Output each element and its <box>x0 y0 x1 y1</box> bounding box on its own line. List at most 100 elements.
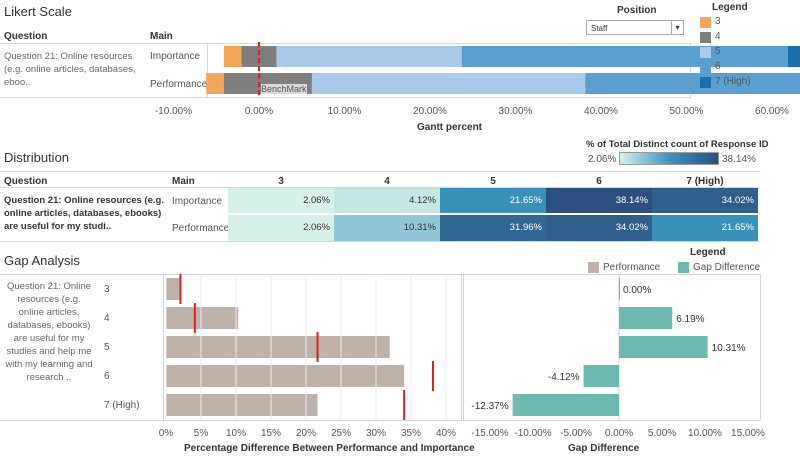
gap-question: Question 21: Online resources (e.g. onli… <box>5 281 93 383</box>
legend-swatch-performance <box>588 262 599 273</box>
gap-bar-3[interactable] <box>619 278 620 300</box>
gap-left-xtick: 0% <box>159 428 174 439</box>
position-value: Staff <box>591 24 608 33</box>
likert-bar-importance-4[interactable] <box>241 46 277 67</box>
gap-right-xtick: -5.00% <box>560 428 592 439</box>
chevron-down-icon[interactable]: ▾ <box>671 21 683 34</box>
heatmap-cell[interactable]: 10.31% <box>334 215 440 241</box>
gap-left-xtick: 30% <box>366 428 386 439</box>
colorbar-max: 38.14% <box>722 154 756 165</box>
gap-bar-label: 10.31% <box>712 343 746 354</box>
likert-xtick: 30.00% <box>499 106 533 117</box>
legend-label-performance: Performance <box>603 262 661 273</box>
legend-swatch-3 <box>700 17 711 28</box>
dist-col-6: 6 <box>596 176 602 187</box>
distribution-title: Distribution <box>4 150 70 165</box>
gap-right-xtick: 15.00% <box>731 428 765 439</box>
gap-category-label: 7 (High) <box>104 400 140 411</box>
likert-question: Question 21: Online resources (e.g. onli… <box>4 51 136 88</box>
position-dropdown[interactable]: Staff ▾ <box>586 20 684 35</box>
gap-left-xtick: 20% <box>296 428 316 439</box>
likert-xtick: 60.00% <box>755 106 789 117</box>
likert-bar-performance-5[interactable] <box>311 73 586 94</box>
likert-col-question: Question <box>4 31 48 42</box>
legend-label-5: 5 <box>715 46 721 57</box>
gap-bar-4[interactable] <box>619 307 673 329</box>
gap-right-xtick: 10.00% <box>688 428 722 439</box>
gap-category-label: 4 <box>104 313 110 324</box>
gap-category-label: 5 <box>104 342 110 353</box>
gap-category-label: 6 <box>104 371 110 382</box>
likert-title: Likert Scale <box>4 4 72 19</box>
gap-right-xtick: -15.00% <box>471 428 508 439</box>
gap-left-xtick: 40% <box>436 428 456 439</box>
legend-swatch-7 <box>700 77 711 88</box>
likert-bar-performance-6[interactable] <box>585 73 800 94</box>
performance-bar-5[interactable] <box>166 336 390 358</box>
gap-xlabel-left: Percentage Difference Between Performanc… <box>184 443 475 454</box>
colorbar-min: 2.06% <box>588 154 617 165</box>
gap-right-xtick: -10.00% <box>514 428 551 439</box>
gap-left-xtick: 25% <box>331 428 351 439</box>
legend-label-4: 4 <box>715 31 721 42</box>
likert-xtick: 50.00% <box>670 106 704 117</box>
gap-right-xtick: 0.00% <box>605 428 633 439</box>
gap-bar-5[interactable] <box>619 336 708 358</box>
likert-bar-importance-7[interactable] <box>787 46 800 67</box>
legend-label-3: 3 <box>715 16 721 27</box>
gap-left-xtick: 15% <box>261 428 281 439</box>
likert-row-performance: Performance <box>150 79 208 90</box>
dist-col-question: Question <box>4 176 48 187</box>
gap-bar-6[interactable] <box>583 365 619 387</box>
dist-row-importance: Importance <box>172 196 223 207</box>
heatmap-cell[interactable]: 2.06% <box>228 215 334 241</box>
likert-xlabel: Gantt percent <box>417 122 483 133</box>
dist-row-performance: Performance <box>172 223 230 234</box>
heatmap-cell[interactable]: 38.14% <box>546 188 652 214</box>
performance-bar-6[interactable] <box>166 365 405 387</box>
gap-bar-label: -12.37% <box>471 401 508 412</box>
likert-xtick: 10.00% <box>328 106 362 117</box>
legend-label-6: 6 <box>715 61 721 72</box>
legend-label-gap: Gap Difference <box>693 262 761 273</box>
performance-bar-7[interactable] <box>166 394 318 416</box>
likert-xtick: 0.00% <box>245 106 273 117</box>
heatmap-cell[interactable]: 2.06% <box>228 188 334 214</box>
likert-bar-importance-3[interactable] <box>223 46 242 67</box>
gap-left-xtick: 35% <box>401 428 421 439</box>
performance-bar-3[interactable] <box>166 278 181 300</box>
likert-col-main: Main <box>150 31 173 42</box>
likert-bar-performance-3[interactable] <box>206 73 224 94</box>
legend-swatch-4 <box>700 32 711 43</box>
heatmap-cell[interactable]: 34.02% <box>652 188 758 214</box>
dist-col-3: 3 <box>278 176 284 187</box>
gap-left-xtick: 5% <box>194 428 209 439</box>
legend-swatch-gap <box>678 262 689 273</box>
dist-col-main: Main <box>172 176 195 187</box>
dist-col-7: 7 (High) <box>686 176 724 187</box>
legend-swatch-6 <box>700 62 711 73</box>
heatmap-cell[interactable]: 21.65% <box>652 215 758 241</box>
likert-legend-title: Legend <box>712 2 748 13</box>
colorbar <box>619 152 719 165</box>
likert-xtick: 40.00% <box>584 106 618 117</box>
dist-question: Question 21: Online resources (e.g. onli… <box>4 195 164 232</box>
likert-xtick: 20.00% <box>413 106 447 117</box>
gap-right-xtick: 5.00% <box>648 428 676 439</box>
heatmap-cell[interactable]: 4.12% <box>334 188 440 214</box>
benchmark-label: BenchMark <box>261 84 307 94</box>
likert-xtick: -10.00% <box>155 106 192 117</box>
heatmap-cell[interactable]: 31.96% <box>440 215 546 241</box>
legend-swatch-5 <box>700 47 711 58</box>
likert-bar-importance-5[interactable] <box>276 46 462 67</box>
gap-left-xtick: 10% <box>226 428 246 439</box>
gap-legend-title: Legend <box>690 247 726 258</box>
heatmap-cell[interactable]: 34.02% <box>546 215 652 241</box>
gap-bar-label: 6.19% <box>676 314 704 325</box>
gap-bar-7[interactable] <box>512 394 619 416</box>
gap-xlabel-right: Gap Difference <box>568 443 640 454</box>
heatmap-cell[interactable]: 21.65% <box>440 188 546 214</box>
dist-col-4: 4 <box>384 176 390 187</box>
performance-bar-4[interactable] <box>166 307 239 329</box>
